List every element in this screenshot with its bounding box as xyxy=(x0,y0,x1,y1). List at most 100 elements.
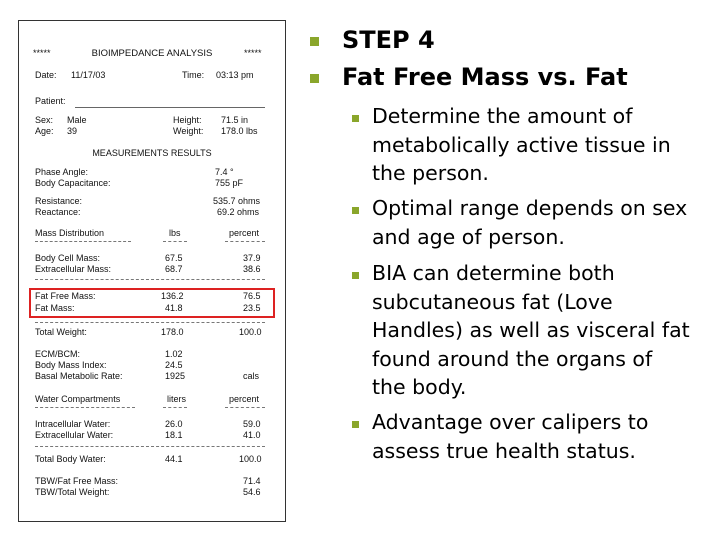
resistance-label: Resistance: xyxy=(35,196,83,206)
phase-angle-value: 7.4 ° xyxy=(215,167,234,177)
stars-right: ***** xyxy=(244,48,262,58)
divider xyxy=(225,241,265,242)
total-weight-label: Total Weight: xyxy=(35,327,87,337)
divider xyxy=(35,241,131,242)
point-line: assess true health status. xyxy=(372,438,636,463)
patient-label: Patient: xyxy=(35,96,66,106)
bioimpedance-report: ***** BIOIMPEDANCE ANALYSIS ***** Date: … xyxy=(18,20,286,522)
bullet-square-icon xyxy=(310,74,319,83)
height-label: Height: xyxy=(173,115,202,125)
ecw-pct: 41.0 xyxy=(243,430,261,440)
reactance-label: Reactance: xyxy=(35,207,81,217)
measurements-heading: MEASUREMENTS RESULTS xyxy=(92,148,212,158)
report-title: BIOIMPEDANCE ANALYSIS xyxy=(91,48,213,59)
stars-left: ***** xyxy=(33,48,51,58)
age-label: Age: xyxy=(35,126,54,136)
point-bia: BIA can determine both subcutaneous fat … xyxy=(372,259,702,402)
point-line: Handles) as well as visceral fat xyxy=(372,318,690,343)
tbw-tw-value: 54.6 xyxy=(243,487,261,497)
sex-value: Male xyxy=(67,115,87,125)
date-value: 11/17/03 xyxy=(71,70,106,80)
divider xyxy=(35,322,265,323)
capacitance-label: Body Capacitance: xyxy=(35,178,111,188)
time-value: 03:13 pm xyxy=(216,70,254,80)
bullet-square-icon xyxy=(352,115,359,122)
icw-label: Intracellular Water: xyxy=(35,419,111,429)
point-line: metabolically active tissue in xyxy=(372,132,671,157)
bmr-label: Basal Metabolic Rate: xyxy=(35,371,123,381)
lbs-header: lbs xyxy=(169,228,181,238)
bmr-unit: cals xyxy=(243,371,260,381)
mass-distribution-label: Mass Distribution xyxy=(35,228,105,238)
water-percent-header: percent xyxy=(229,394,260,404)
point-line: and age of person. xyxy=(372,224,565,249)
fat-mass-pct: 23.5 xyxy=(243,303,261,313)
extracellular-mass-label: Extracellular Mass: xyxy=(35,264,112,274)
weight-label: Weight: xyxy=(173,126,204,136)
divider xyxy=(225,407,265,408)
phase-angle-label: Phase Angle: xyxy=(35,167,89,177)
point-line: subcutaneous fat (Love xyxy=(372,289,613,314)
point-line: Advantage over calipers to xyxy=(372,410,649,434)
point-calipers: Advantage over calipers to assess true h… xyxy=(372,408,702,465)
tbw-pct: 100.0 xyxy=(239,454,262,464)
bmr-value: 1925 xyxy=(165,371,186,381)
date-label: Date: xyxy=(35,70,57,80)
point-line: the body. xyxy=(372,375,467,400)
fat-free-mass-lbs: 136.2 xyxy=(161,291,184,301)
tbw-label: Total Body Water: xyxy=(35,454,106,464)
fat-mass-lbs: 41.8 xyxy=(165,303,183,313)
total-weight-pct: 100.0 xyxy=(239,327,262,337)
fat-mass-label: Fat Mass: xyxy=(35,303,75,313)
fat-highlight-box xyxy=(29,288,275,318)
body-cell-mass-lbs: 67.5 xyxy=(165,253,183,263)
bmi-value: 24.5 xyxy=(165,360,183,370)
height-value: 71.5 in xyxy=(221,115,249,125)
weight-value: 178.0 lbs xyxy=(221,126,258,136)
icw-pct: 59.0 xyxy=(243,419,261,429)
icw-liters: 26.0 xyxy=(165,419,183,429)
bullet-square-icon xyxy=(352,207,359,214)
point-line: BIA can determine both xyxy=(372,261,615,285)
capacitance-value: 755 pF xyxy=(215,178,244,188)
point-line: the person. xyxy=(372,161,489,186)
ecm-bcm-value: 1.02 xyxy=(165,349,183,359)
point-active-tissue: Determine the amount of metabolically ac… xyxy=(372,102,702,188)
water-compartments-label: Water Compartments xyxy=(35,394,121,404)
ecw-label: Extracellular Water: xyxy=(35,430,114,440)
divider xyxy=(35,407,135,408)
reactance-value: 69.2 ohms xyxy=(217,207,260,217)
extracellular-mass-lbs: 68.7 xyxy=(165,264,183,274)
bullet-square-icon xyxy=(352,272,359,279)
resistance-value: 535.7 ohms xyxy=(213,196,261,206)
time-label: Time: xyxy=(182,70,205,80)
heading-step: STEP 4 xyxy=(342,26,435,54)
point-line: found around the organs of xyxy=(372,346,653,371)
bullet-square-icon xyxy=(352,421,359,428)
point-optimal-range: Optimal range depends on sex and age of … xyxy=(372,194,702,251)
point-line: Optimal range depends on sex xyxy=(372,196,688,220)
total-weight-lbs: 178.0 xyxy=(161,327,184,337)
percent-header: percent xyxy=(229,228,260,238)
ecw-liters: 18.1 xyxy=(165,430,183,440)
bullet-square-icon xyxy=(310,37,319,46)
patient-line xyxy=(75,107,265,108)
tbw-tw-label: TBW/Total Weight: xyxy=(35,487,110,497)
heading-topic: Fat Free Mass vs. Fat xyxy=(342,63,628,91)
tbw-ffm-value: 71.4 xyxy=(243,476,261,486)
tbw-ffm-label: TBW/Fat Free Mass: xyxy=(35,476,119,486)
tbw-liters: 44.1 xyxy=(165,454,183,464)
fat-free-mass-pct: 76.5 xyxy=(243,291,261,301)
divider xyxy=(163,407,187,408)
divider xyxy=(35,446,265,447)
bmi-label: Body Mass Index: xyxy=(35,360,107,370)
divider xyxy=(163,241,187,242)
sex-label: Sex: xyxy=(35,115,54,125)
divider xyxy=(35,279,265,280)
age-value: 39 xyxy=(67,126,78,136)
fat-free-mass-label: Fat Free Mass: xyxy=(35,291,96,301)
point-line: Determine the amount of xyxy=(372,104,633,128)
extracellular-mass-pct: 38.6 xyxy=(243,264,261,274)
body-cell-mass-label: Body Cell Mass: xyxy=(35,253,101,263)
body-cell-mass-pct: 37.9 xyxy=(243,253,261,263)
